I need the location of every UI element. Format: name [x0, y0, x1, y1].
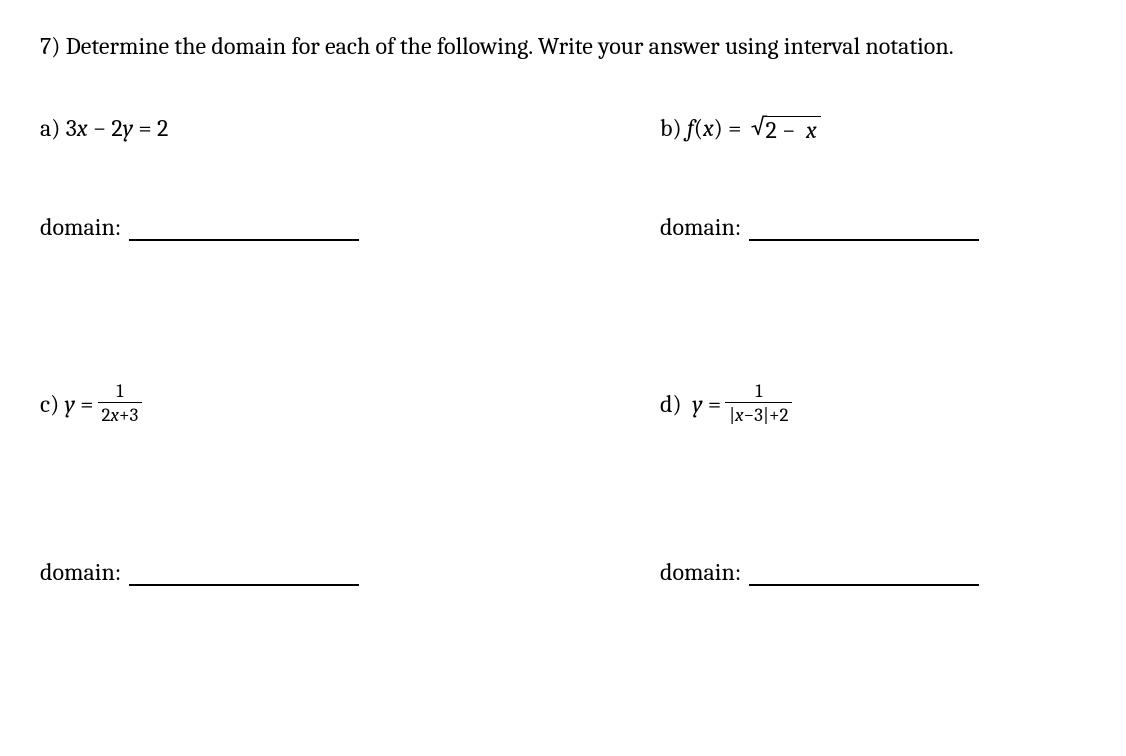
question-text: Determine the domain for each of the fol…: [66, 32, 954, 60]
problems-grid: a) 3x − 2y = 2 b) f(x) = √ 2 −: [40, 104, 1086, 586]
numerator: 1: [751, 381, 766, 402]
question-number: 7): [40, 32, 60, 60]
problem-b: b) f(x) = √ 2 − x: [660, 104, 1086, 143]
den-var: x: [110, 404, 118, 426]
eq: =: [138, 114, 151, 142]
sqrt-left: 2 −: [765, 116, 795, 144]
domain-blank-b[interactable]: [749, 215, 979, 241]
den-rest: +3: [119, 404, 138, 426]
fraction: 1 |x−3|+2: [725, 381, 792, 428]
op: −: [93, 114, 106, 142]
problem-a-label: a): [40, 114, 60, 142]
paren-close: ): [714, 114, 723, 142]
fraction: 1 2x+3: [98, 381, 143, 428]
domain-row-c: domain:: [40, 558, 660, 586]
var: y: [65, 390, 75, 418]
numerator: 1: [112, 381, 127, 402]
problem-a-equation: a) 3x − 2y = 2: [40, 114, 660, 142]
problem-c: c) y = 1 2x+3: [40, 371, 660, 428]
den-tail: +2: [769, 404, 789, 426]
sqrt-var: x: [806, 116, 817, 144]
paren-open: (: [694, 114, 703, 142]
domain-blank-d[interactable]: [749, 559, 979, 585]
func: f: [687, 114, 694, 142]
question-header: 7) Determine the domain for each of the …: [40, 30, 1086, 64]
domain-label: domain:: [660, 558, 741, 586]
var: y: [692, 390, 702, 418]
problem-c-equation: c) y = 1 2x+3: [40, 381, 660, 428]
problem-b-label: b): [660, 114, 682, 142]
argvar: x: [703, 114, 714, 142]
problem-d-equation: d) y = 1 |x−3|+2: [660, 381, 1086, 428]
domain-label: domain:: [660, 213, 741, 241]
eq: =: [728, 114, 741, 142]
domain-row-a: domain:: [40, 213, 660, 241]
denominator: |x−3|+2: [725, 402, 792, 428]
problem-d-label: d): [660, 390, 682, 418]
domain-blank-a[interactable]: [129, 215, 359, 241]
domain-label: domain:: [40, 213, 121, 241]
coef: 3: [66, 114, 77, 142]
sqrt-arg: 2 − x: [763, 116, 820, 143]
var: x: [77, 114, 88, 142]
domain-blank-c[interactable]: [129, 559, 359, 585]
domain-row-d: domain:: [660, 558, 1086, 586]
domain-row-b: domain:: [660, 213, 1086, 241]
problem-d: d) y = 1 |x−3|+2: [660, 371, 1086, 428]
problem-b-equation: b) f(x) = √ 2 − x: [660, 114, 1086, 143]
denominator: 2x+3: [98, 402, 143, 428]
var: y: [123, 114, 133, 142]
eq: =: [80, 390, 93, 418]
coef: 2: [111, 114, 122, 142]
problem-a: a) 3x − 2y = 2: [40, 104, 660, 143]
abs-rest: −3: [744, 404, 763, 426]
rhs: 2: [157, 114, 168, 142]
problem-c-label: c): [40, 390, 59, 418]
eq: =: [708, 390, 721, 418]
sqrt: √ 2 − x: [751, 114, 821, 143]
domain-label: domain:: [40, 558, 121, 586]
abs-var: x: [735, 404, 743, 426]
